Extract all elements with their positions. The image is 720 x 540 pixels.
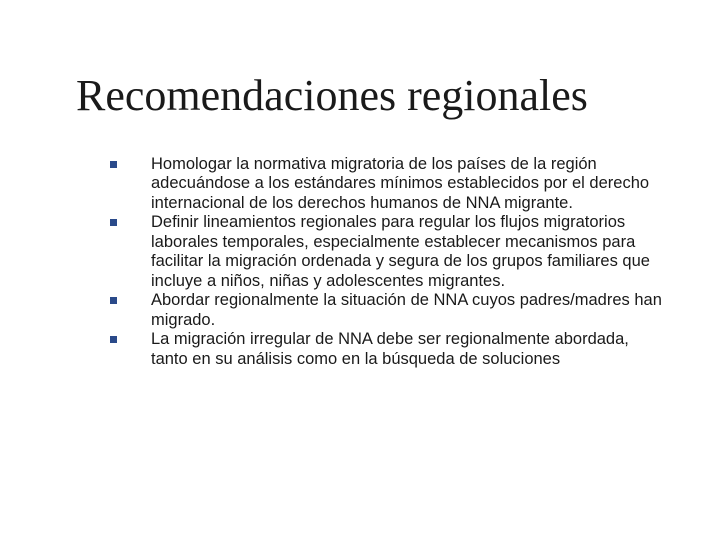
list-item: Homologar la normativa migratoria de los… xyxy=(110,155,664,213)
list-item: La migración irregular de NNA debe ser r… xyxy=(110,330,664,369)
bullet-icon xyxy=(110,297,117,304)
bullet-text: La migración irregular de NNA debe ser r… xyxy=(151,330,664,369)
bullet-text: Homologar la normativa migratoria de los… xyxy=(151,155,664,213)
list-item: Abordar regionalmente la situación de NN… xyxy=(110,291,664,330)
slide-title: Recomendaciones regionales xyxy=(76,70,588,121)
bullet-text: Abordar regionalmente la situación de NN… xyxy=(151,291,664,330)
slide-content: Homologar la normativa migratoria de los… xyxy=(110,155,664,369)
slide: Recomendaciones regionales Homologar la … xyxy=(0,0,720,540)
bullet-icon xyxy=(110,336,117,343)
list-item: Definir lineamientos regionales para reg… xyxy=(110,213,664,291)
bullet-text: Definir lineamientos regionales para reg… xyxy=(151,213,664,291)
bullet-icon xyxy=(110,219,117,226)
bullet-icon xyxy=(110,161,117,168)
